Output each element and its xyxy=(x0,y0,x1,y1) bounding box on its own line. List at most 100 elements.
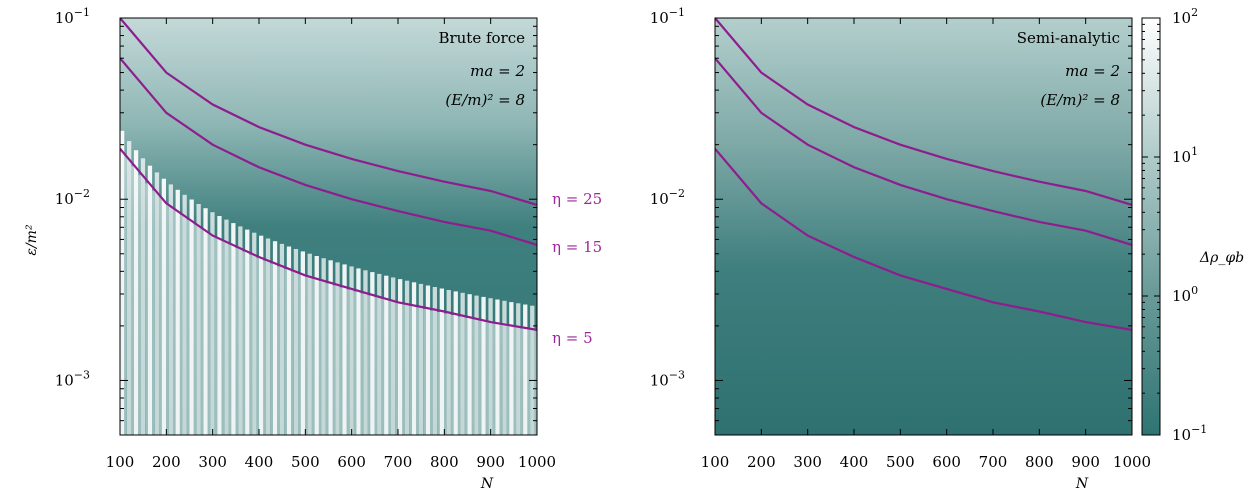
noise-column xyxy=(467,294,472,435)
noise-column xyxy=(363,270,368,435)
noise-column xyxy=(249,254,252,435)
noise-column xyxy=(221,241,225,435)
panel-title: Brute force xyxy=(438,29,525,47)
x-tick-label: 1000 xyxy=(518,453,556,471)
x-tick-label: 600 xyxy=(337,453,366,471)
noise-column xyxy=(460,292,465,435)
x-tick-label: 900 xyxy=(1071,453,1100,471)
x-tick-label: 200 xyxy=(747,453,776,471)
noise-column xyxy=(360,293,364,435)
panel-brute-force: 100 200 300 400 500 600 700 800 900 1000 10−1 10−2 1… xyxy=(24,6,602,492)
noise-column xyxy=(207,233,211,435)
noise-column xyxy=(451,315,454,435)
noise-column xyxy=(349,266,354,435)
noise-column xyxy=(481,296,486,435)
noise-column xyxy=(256,257,259,435)
noise-column xyxy=(305,276,308,435)
noise-column xyxy=(499,324,503,435)
series-line-0 xyxy=(715,18,1132,206)
noise-column xyxy=(402,304,405,435)
x-tick-label: 400 xyxy=(840,453,869,471)
annotation-ma: ma = 2 xyxy=(470,62,525,80)
noise-column xyxy=(513,327,517,435)
annotation-ma: ma = 2 xyxy=(1065,62,1120,80)
noise-column xyxy=(196,204,201,435)
annotation-energy: (E/m)² = 8 xyxy=(445,91,525,109)
series-line-1 xyxy=(715,57,1132,246)
noise-column xyxy=(161,178,166,435)
x-axis-title: N xyxy=(1075,476,1089,492)
noise-column xyxy=(398,279,403,435)
colorbar-tick-label: 10−1 xyxy=(1172,423,1207,444)
noise-column xyxy=(291,271,294,435)
noise-column xyxy=(168,184,173,435)
noise-column xyxy=(527,329,530,435)
noise-column xyxy=(265,238,271,435)
noise-column xyxy=(418,283,424,435)
noise-column xyxy=(530,305,535,435)
noise-column xyxy=(138,175,141,435)
noise-column xyxy=(453,291,458,435)
noise-column xyxy=(231,223,236,435)
noise-column xyxy=(120,130,125,435)
noise-column xyxy=(300,251,305,435)
noise-column xyxy=(252,232,257,435)
y-tick-label: 10−2 xyxy=(55,187,90,208)
noise-column xyxy=(523,304,528,435)
noise-column xyxy=(293,249,299,435)
noise-column xyxy=(307,253,312,435)
noise-column xyxy=(342,264,347,435)
noise-column xyxy=(217,216,222,435)
noise-column xyxy=(200,229,204,435)
x-tick-label: 500 xyxy=(886,453,915,471)
noise-column xyxy=(159,197,162,435)
noise-column xyxy=(182,194,187,435)
noise-column xyxy=(203,208,208,435)
noise-column xyxy=(478,320,482,435)
x-tick-label: 700 xyxy=(384,453,413,471)
x-tick-label: 800 xyxy=(1025,453,1054,471)
noise-column xyxy=(127,141,132,435)
noise-column xyxy=(166,203,169,435)
y-tick-label: 10−1 xyxy=(650,6,685,27)
noise-column xyxy=(520,328,524,435)
x-tick-label: 200 xyxy=(152,453,181,471)
noise-column xyxy=(173,209,176,435)
x-axis-title: N xyxy=(480,476,494,492)
legend-eta-5: η = 5 xyxy=(552,329,593,347)
noise-column xyxy=(437,312,440,435)
noise-column xyxy=(367,295,371,435)
noise-column xyxy=(439,288,444,435)
plot-frame xyxy=(714,17,1133,436)
eta-curves xyxy=(715,18,1132,331)
noise-column xyxy=(388,300,391,435)
colorbar-ticks: 102 101 100 10−1 xyxy=(1142,6,1207,444)
noise-column xyxy=(263,260,266,435)
legend-eta-25: η = 25 xyxy=(552,190,602,208)
noise-column xyxy=(245,229,250,435)
noise-column xyxy=(416,307,419,435)
noise-column xyxy=(318,281,322,435)
x-tick-label: 100 xyxy=(701,453,730,471)
noise-column xyxy=(224,219,229,435)
colorbar-tick-label: 101 xyxy=(1172,145,1198,166)
annotation-energy: (E/m)² = 8 xyxy=(1040,91,1120,109)
noise-column xyxy=(175,189,180,435)
noise-column xyxy=(395,302,398,435)
noise-column xyxy=(492,323,496,435)
noise-column xyxy=(381,298,385,435)
y-axis-title: ε/m² xyxy=(24,224,40,256)
noise-column xyxy=(235,248,239,435)
noise-column xyxy=(328,260,333,435)
noise-column xyxy=(332,285,336,435)
noise-column xyxy=(384,275,389,435)
noise-column xyxy=(495,299,500,435)
noise-column xyxy=(242,251,246,435)
colorbar-tick-label: 102 xyxy=(1172,6,1198,27)
noise-column xyxy=(411,282,417,435)
legend-eta-15: η = 15 xyxy=(552,238,602,256)
y-tick-label: 10−2 xyxy=(650,187,685,208)
x-tick-label: 100 xyxy=(106,453,135,471)
noise-column xyxy=(509,302,514,435)
x-tick-label: 300 xyxy=(793,453,822,471)
